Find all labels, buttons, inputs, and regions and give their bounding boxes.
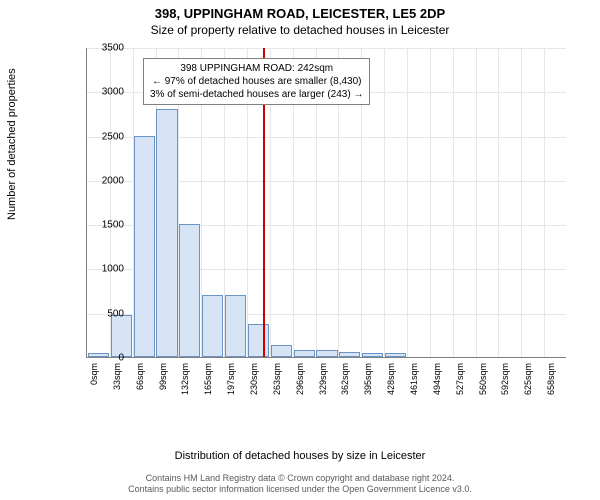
histogram-bar — [271, 345, 292, 357]
x-tick-label: 263sqm — [272, 363, 282, 395]
x-tick-label: 592sqm — [500, 363, 510, 395]
x-tick-label: 329sqm — [318, 363, 328, 395]
y-tick-label: 2000 — [86, 175, 124, 186]
page-title: 398, UPPINGHAM ROAD, LEICESTER, LE5 2DP — [0, 0, 600, 21]
x-tick-label: 197sqm — [226, 363, 236, 395]
chart-container: 398, UPPINGHAM ROAD, LEICESTER, LE5 2DP … — [0, 0, 600, 500]
attribution-line: Contains public sector information licen… — [0, 484, 600, 496]
attribution-line: Contains HM Land Registry data © Crown c… — [0, 473, 600, 485]
gridline-v — [453, 48, 454, 357]
histogram-bar — [111, 315, 132, 358]
histogram-bar — [339, 352, 360, 357]
x-axis-label: Distribution of detached houses by size … — [0, 450, 600, 462]
x-tick-label: 165sqm — [203, 363, 213, 395]
y-axis-label: Number of detached properties — [6, 68, 18, 220]
x-tick-label: 296sqm — [295, 363, 305, 395]
histogram-bar — [362, 353, 383, 357]
x-tick-label: 658sqm — [546, 363, 556, 395]
x-tick-label: 395sqm — [363, 363, 373, 395]
histogram-bar — [134, 136, 155, 357]
annotation-line: 398 UPPINGHAM ROAD: 242sqm — [150, 62, 363, 75]
histogram-bar — [202, 295, 223, 357]
y-tick-label: 3000 — [86, 87, 124, 98]
x-tick-label: 33sqm — [112, 363, 122, 390]
x-tick-label: 0sqm — [89, 363, 99, 385]
x-tick-label: 230sqm — [249, 363, 259, 395]
histogram-bar — [156, 109, 177, 357]
gridline-v — [476, 48, 477, 357]
x-tick-label: 560sqm — [478, 363, 488, 395]
histogram-bar — [385, 353, 406, 357]
y-tick-label: 2500 — [86, 131, 124, 142]
histogram-bar — [179, 224, 200, 357]
histogram-bar — [316, 350, 337, 357]
histogram-bar — [225, 295, 246, 357]
x-tick-label: 461sqm — [409, 363, 419, 395]
chart-area: 398 UPPINGHAM ROAD: 242sqm← 97% of detac… — [50, 48, 570, 408]
x-tick-label: 625sqm — [523, 363, 533, 395]
x-tick-label: 527sqm — [455, 363, 465, 395]
x-tick-label: 362sqm — [340, 363, 350, 395]
page-subtitle: Size of property relative to detached ho… — [0, 21, 600, 37]
x-tick-label: 132sqm — [180, 363, 190, 395]
annotation-line: 3% of semi-detached houses are larger (2… — [150, 88, 363, 101]
plot-area: 398 UPPINGHAM ROAD: 242sqm← 97% of detac… — [86, 48, 566, 358]
x-tick-label: 99sqm — [158, 363, 168, 390]
gridline-h — [87, 48, 566, 49]
attribution-text: Contains HM Land Registry data © Crown c… — [0, 473, 600, 496]
y-tick-label: 0 — [86, 353, 124, 364]
histogram-bar — [294, 350, 315, 357]
histogram-bar — [248, 324, 269, 357]
y-tick-label: 500 — [86, 308, 124, 319]
gridline-v — [498, 48, 499, 357]
gridline-v — [407, 48, 408, 357]
y-tick-label: 1000 — [86, 264, 124, 275]
gridline-v — [384, 48, 385, 357]
gridline-v — [430, 48, 431, 357]
x-tick-label: 428sqm — [386, 363, 396, 395]
x-tick-label: 66sqm — [135, 363, 145, 390]
gridline-v — [544, 48, 545, 357]
y-tick-label: 1500 — [86, 220, 124, 231]
annotation-box: 398 UPPINGHAM ROAD: 242sqm← 97% of detac… — [143, 58, 370, 105]
annotation-line: ← 97% of detached houses are smaller (8,… — [150, 75, 363, 88]
gridline-v — [521, 48, 522, 357]
x-tick-label: 494sqm — [432, 363, 442, 395]
y-tick-label: 3500 — [86, 43, 124, 54]
